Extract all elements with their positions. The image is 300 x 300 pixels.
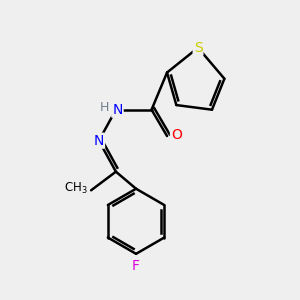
- Text: F: F: [132, 259, 140, 273]
- Text: O: O: [171, 128, 182, 142]
- Text: N: N: [112, 103, 123, 117]
- Text: H: H: [99, 101, 109, 114]
- Text: S: S: [194, 41, 203, 55]
- Text: N: N: [94, 134, 104, 148]
- Text: CH$_3$: CH$_3$: [64, 181, 87, 196]
